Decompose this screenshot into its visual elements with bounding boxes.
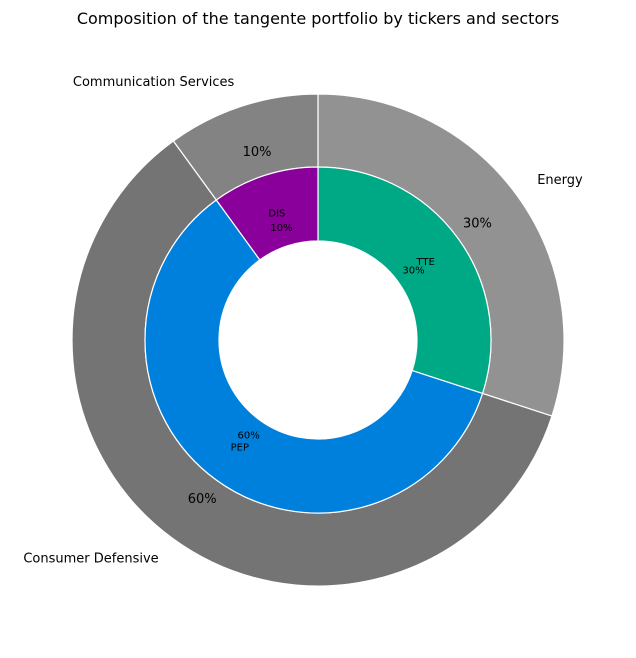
ticker-slice-tte (317, 166, 492, 395)
outer-labels: Energy 30% Consumer Defensive 60% Communicat… (23, 75, 583, 567)
sector-pct-energy: 30% (463, 217, 492, 232)
sector-pct-communication-services: 10% (243, 145, 272, 160)
sector-pct-consumer-defensive: 60% (188, 492, 217, 507)
ticker-pct-tte: 30% (402, 266, 424, 277)
outer-ring (71, 93, 565, 587)
inner-ring (144, 166, 492, 514)
ticker-slice-dis (215, 166, 319, 261)
chart-title: Composition of the tangente portfolio by… (77, 9, 559, 28)
sector-label-energy: Energy (537, 173, 583, 188)
ticker-pct-dis: 10% (270, 223, 292, 234)
sector-label-communication-services: Communication Services (73, 75, 235, 90)
ticker-pct-pep: 60% (237, 431, 259, 442)
ticker-slice-pep (144, 199, 484, 514)
ticker-label-tte: TTE (415, 257, 434, 268)
sector-label-consumer-defensive: Consumer Defensive (23, 552, 158, 567)
ticker-label-pep: PEP (231, 443, 249, 454)
ticker-label-dis: DIS (268, 209, 285, 220)
